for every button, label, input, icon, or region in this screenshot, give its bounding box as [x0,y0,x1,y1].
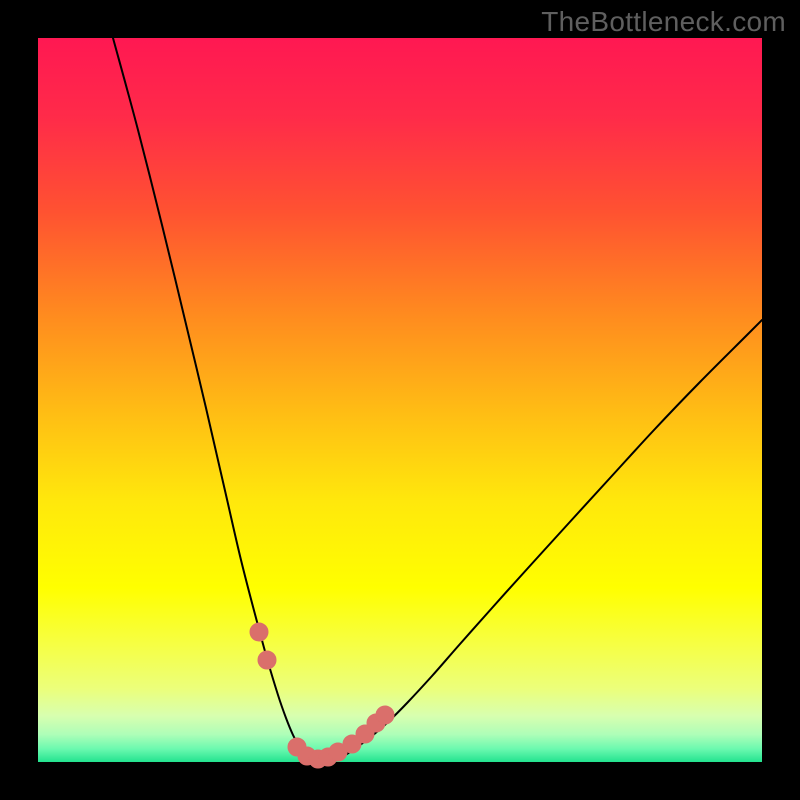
plot-area [38,38,762,762]
data-marker [376,706,394,724]
data-marker [258,651,276,669]
watermark-text: TheBottleneck.com [541,6,786,38]
bottleneck-chart [0,0,800,800]
data-marker [250,623,268,641]
chart-svg [0,0,800,800]
